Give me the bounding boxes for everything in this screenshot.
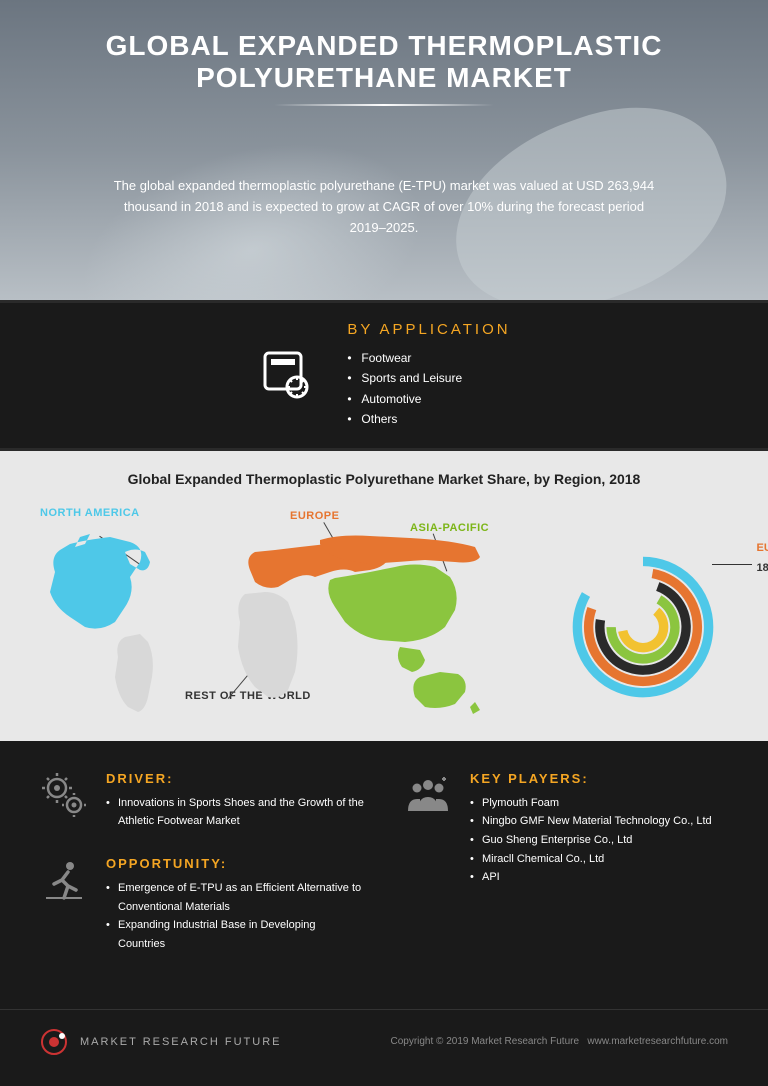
- map-title: Global Expanded Thermoplastic Polyuretha…: [20, 471, 748, 487]
- region-label-na: NORTH AMERICA: [40, 507, 140, 519]
- application-heading: BY APPLICATION: [347, 321, 510, 338]
- footer: MARKET RESEARCH FUTURE Copyright © 2019 …: [0, 1009, 768, 1074]
- brand-logo-icon: [40, 1028, 68, 1056]
- list-item: Sports and Leisure: [347, 368, 510, 388]
- driver-item: DRIVER: Innovations in Sports Shoes and …: [40, 771, 364, 831]
- players-item: KEY PLAYERS: Plymouth Foam Ningbo GMF Ne…: [404, 771, 728, 887]
- list-item: Footwear: [347, 348, 510, 368]
- list-item: API: [470, 868, 712, 887]
- donut-chart: [568, 552, 718, 702]
- list-item: Automotive: [347, 389, 510, 409]
- donut-percent: 18%: [757, 562, 768, 574]
- bottom-section: DRIVER: Innovations in Sports Shoes and …: [0, 741, 768, 1009]
- map-container: NORTH AMERICA EUROPE ASIA-PACIFIC REST O…: [20, 502, 748, 732]
- list-item: Others: [347, 409, 510, 429]
- list-item: Expanding Industrial Base in Developing …: [106, 916, 364, 953]
- list-item: Plymouth Foam: [470, 794, 712, 813]
- gears-icon: [40, 771, 88, 819]
- runner-icon: [40, 856, 88, 904]
- list-item: Miracll Chemical Co., Ltd: [470, 850, 712, 869]
- list-item: Innovations in Sports Shoes and the Grow…: [106, 794, 364, 831]
- opportunity-item: OPPORTUNITY: Emergence of E-TPU as an Ef…: [40, 856, 364, 954]
- driver-heading: DRIVER:: [106, 771, 364, 786]
- left-column: DRIVER: Innovations in Sports Shoes and …: [40, 771, 364, 979]
- south-america-shape: [115, 634, 153, 712]
- north-america-shape: [50, 534, 150, 629]
- australia-shape: [413, 672, 480, 714]
- application-icon: [257, 345, 317, 405]
- right-column: KEY PLAYERS: Plymouth Foam Ningbo GMF Ne…: [404, 771, 728, 979]
- leader-line: [712, 564, 752, 565]
- list-item: Ningbo GMF New Material Technology Co., …: [470, 812, 712, 831]
- asia-shape: [328, 564, 456, 672]
- application-content: BY APPLICATION Footwear Sports and Leisu…: [347, 321, 510, 430]
- map-section: Global Expanded Thermoplastic Polyuretha…: [0, 451, 768, 741]
- hero-section: GLOBAL EXPANDED THERMOPLASTIC POLYURETHA…: [0, 0, 768, 300]
- world-map: [30, 522, 490, 722]
- people-icon: [404, 771, 452, 819]
- list-item: Guo Sheng Enterprise Co., Ltd: [470, 831, 712, 850]
- region-label-eu: EUROPE: [290, 510, 339, 522]
- application-section: BY APPLICATION Footwear Sports and Leisu…: [0, 300, 768, 451]
- africa-shape: [238, 592, 298, 698]
- application-list: Footwear Sports and Leisure Automotive O…: [347, 348, 510, 430]
- opportunity-heading: OPPORTUNITY:: [106, 856, 364, 871]
- footer-legal: Copyright © 2019 Market Research Future …: [390, 1036, 728, 1047]
- players-heading: KEY PLAYERS:: [470, 771, 712, 786]
- donut-region: EUROPE: [757, 542, 768, 554]
- donut-label: EUROPE 18%: [757, 542, 768, 574]
- hero-description: The global expanded thermoplastic polyur…: [104, 176, 664, 238]
- brand-name: MARKET RESEARCH FUTURE: [80, 1036, 281, 1048]
- page-title: GLOBAL EXPANDED THERMOPLASTIC POLYURETHA…: [40, 30, 728, 94]
- title-divider: [274, 104, 494, 106]
- list-item: Emergence of E-TPU as an Efficient Alter…: [106, 879, 364, 916]
